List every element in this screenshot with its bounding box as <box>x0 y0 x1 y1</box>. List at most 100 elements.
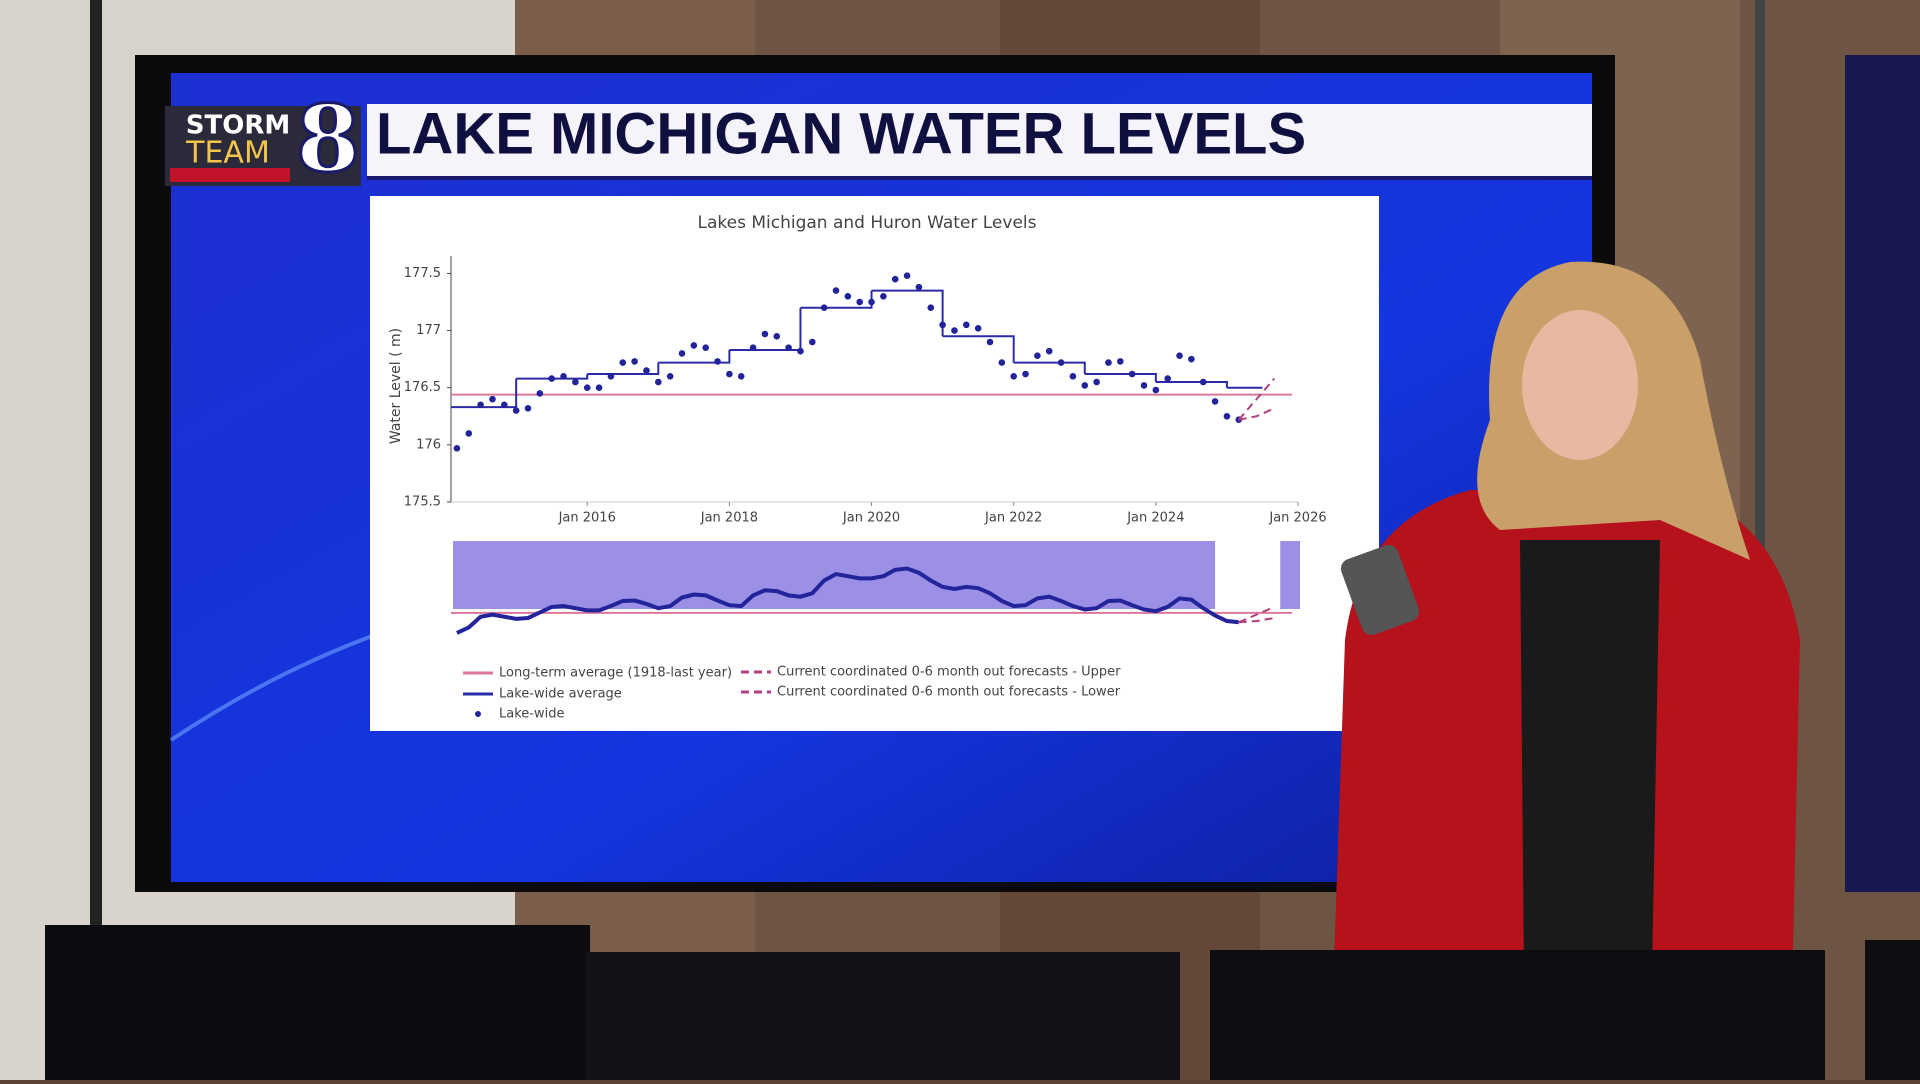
data-point <box>524 404 532 412</box>
data-point <box>465 430 473 437</box>
title-banner <box>367 104 1592 178</box>
data-point <box>974 324 982 332</box>
legend-label: Current coordinated 0-6 month out foreca… <box>777 685 1121 700</box>
data-point <box>927 304 935 312</box>
data-point <box>880 292 887 300</box>
data-point <box>891 275 899 283</box>
x-tick-label: Jan 2022 <box>984 511 1042 526</box>
data-point <box>501 401 508 409</box>
data-point <box>844 292 852 300</box>
data-point <box>726 370 733 378</box>
data-point <box>915 283 923 291</box>
data-point <box>1057 359 1065 366</box>
step-segment <box>658 350 731 364</box>
data-point <box>963 321 970 329</box>
data-point <box>643 367 650 374</box>
step-segment <box>1155 381 1228 388</box>
data-point <box>607 372 615 380</box>
data-point <box>856 298 863 306</box>
y-tick-label: 177 <box>416 323 441 338</box>
legend-label: Lake-wide <box>499 707 564 722</box>
data-point <box>714 358 721 365</box>
y-tick-label: 176 <box>416 437 441 452</box>
side-screen <box>1845 55 1920 892</box>
legend-label: Current coordinated 0-6 month out foreca… <box>777 665 1121 680</box>
chart-panel <box>370 196 1379 731</box>
data-point <box>761 330 769 338</box>
data-point <box>1152 386 1160 394</box>
mini-line <box>1238 617 1275 624</box>
line <box>1238 407 1275 421</box>
data-point <box>1117 358 1124 365</box>
logo-number: 8 <box>296 85 360 193</box>
banner-title: LAKE MICHIGAN WATER LEVELS <box>376 101 1306 166</box>
x-tick-label: Jan 2020 <box>842 511 900 526</box>
logo-top: STORM <box>186 111 290 141</box>
data-point <box>773 332 781 340</box>
data-point <box>619 359 627 366</box>
monitor <box>1865 940 1920 1080</box>
data-point <box>678 350 686 357</box>
data-point <box>1188 355 1195 363</box>
data-point <box>1010 372 1017 380</box>
data-point <box>512 407 520 414</box>
legend-label: Long-term average (1918-last year) <box>499 666 732 681</box>
legend-swatch <box>475 711 481 717</box>
data-point <box>832 287 840 294</box>
data-point <box>1022 370 1029 378</box>
monitor <box>1210 950 1825 1080</box>
data-point <box>666 372 674 380</box>
data-point <box>1105 359 1112 366</box>
data-point <box>1199 378 1207 386</box>
data-point <box>548 375 555 382</box>
data-point <box>1176 352 1183 360</box>
data-point <box>951 327 958 334</box>
foreground <box>45 261 1920 1080</box>
data-point <box>868 298 875 306</box>
monitor <box>585 952 1180 1080</box>
data-point <box>702 344 709 352</box>
data-point <box>1034 352 1041 360</box>
step-segment <box>871 289 944 337</box>
data-point <box>1128 370 1136 378</box>
data-point <box>1081 382 1089 389</box>
data-point <box>631 358 638 365</box>
step-segment <box>942 335 1015 363</box>
mini-line <box>456 566 1239 635</box>
data-point <box>572 378 579 386</box>
data-point <box>903 272 911 280</box>
clicker <box>1340 544 1420 636</box>
y-tick-label: 176.5 <box>404 380 441 395</box>
data-point <box>1045 347 1053 355</box>
data-point <box>595 384 603 392</box>
data-point <box>690 342 698 349</box>
data-point <box>986 338 994 346</box>
data-point <box>536 390 544 397</box>
x-tick-label: Jan 2026 <box>1268 511 1326 526</box>
x-tick-label: Jan 2016 <box>558 511 616 526</box>
data-point <box>560 372 567 380</box>
data-point <box>583 384 591 392</box>
data-point <box>749 344 757 352</box>
data-point <box>1164 375 1171 382</box>
y-tick-label: 175.5 <box>404 495 441 510</box>
mini-line <box>1238 606 1275 624</box>
data-point <box>655 378 662 386</box>
data-point <box>939 321 946 329</box>
range-window <box>1215 541 1281 609</box>
chart: 175.5 176 176.5 177 177.5 Jan 2016 Jan 2018 Jan… <box>404 256 1327 722</box>
data-point <box>453 444 461 452</box>
data-point <box>809 338 816 346</box>
x-tick-label: Jan 2024 <box>1126 511 1184 526</box>
chart-title: Lakes Michigan and Huron Water Levels <box>698 213 1037 233</box>
data-point <box>737 372 745 380</box>
logo-bottom: TEAM <box>185 136 270 171</box>
logo-stripe <box>170 168 290 182</box>
range-slider <box>453 541 1300 609</box>
data-point <box>489 395 496 403</box>
data-point <box>998 359 1006 366</box>
banner-rule <box>367 176 1592 180</box>
y-axis-label: Water Level ( m) <box>388 328 404 444</box>
